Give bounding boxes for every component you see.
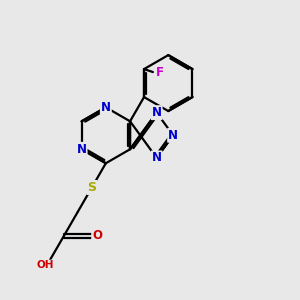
Text: N: N — [76, 143, 87, 156]
Text: N: N — [168, 129, 178, 142]
Text: O: O — [92, 230, 102, 242]
Text: N: N — [101, 101, 111, 114]
Text: F: F — [156, 65, 164, 79]
Text: N: N — [152, 152, 162, 164]
Text: N: N — [152, 106, 162, 119]
Text: OH: OH — [37, 260, 54, 270]
Text: S: S — [87, 181, 96, 194]
